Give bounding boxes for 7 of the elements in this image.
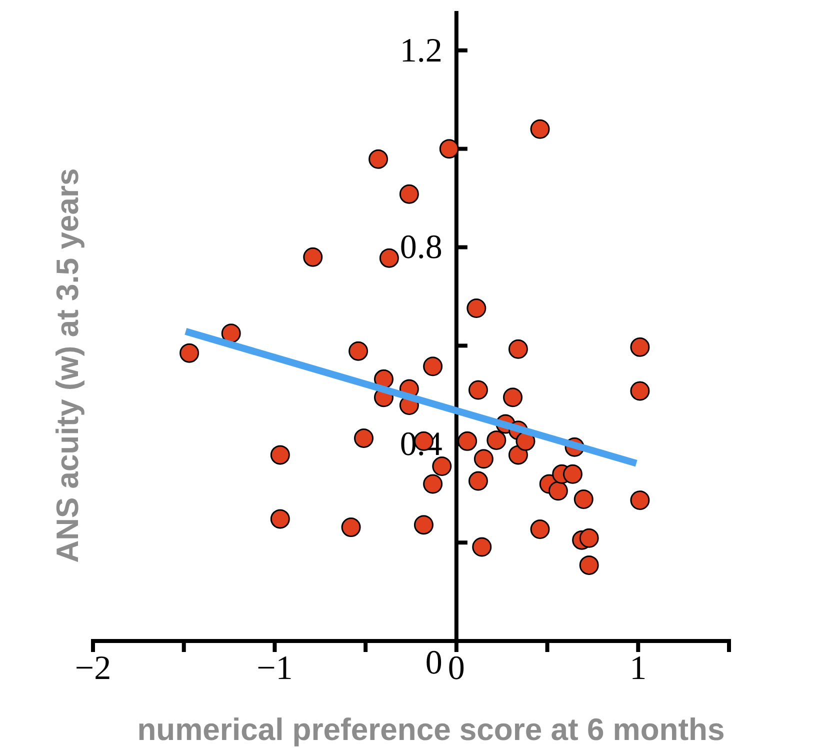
y-axis-title: ANS acuity (w) at 3.5 years — [50, 168, 85, 563]
x-axis-title: numerical preference score at 6 months — [137, 712, 725, 747]
y-tick-label: 1.2 — [400, 32, 442, 70]
x-tick-label: −2 — [74, 650, 112, 688]
x-tick-label: −1 — [256, 650, 293, 688]
y-tick-label: 0.8 — [400, 229, 442, 266]
x-tick-label: 1 — [630, 650, 647, 688]
